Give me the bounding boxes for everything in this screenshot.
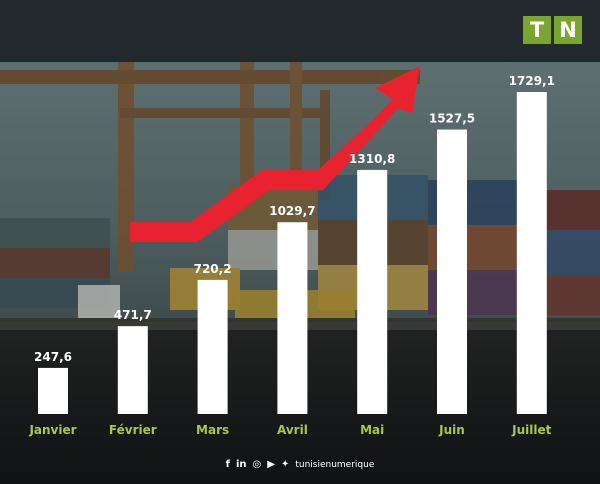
value-label: 1029,7 — [269, 204, 315, 218]
category-label: Mai — [360, 423, 384, 437]
social-footer: f in ◎ ▶ ✦ tunisienumerique — [0, 459, 600, 470]
instagram-icon[interactable]: ◎ — [252, 459, 262, 470]
logo-letter-n: N — [554, 16, 582, 44]
crane-silhouette — [0, 62, 420, 272]
social-handle[interactable]: tunisienumerique — [295, 459, 375, 470]
bar-juillet — [516, 92, 547, 414]
bar-février — [117, 326, 148, 414]
logo-letter-t: T — [523, 16, 551, 44]
category-label: Mars — [196, 423, 229, 437]
value-label: 1310,8 — [349, 152, 395, 166]
category-label: Juillet — [511, 423, 551, 437]
value-label: 1527,5 — [429, 112, 475, 126]
linkedin-icon[interactable]: in — [235, 459, 247, 470]
value-label: 720,2 — [194, 262, 232, 276]
bar-mai — [357, 169, 388, 414]
category-label: Janvier — [28, 423, 76, 437]
bar-avril — [277, 222, 308, 414]
twitter-icon[interactable]: ✦ — [280, 459, 290, 470]
bar-juin — [437, 129, 467, 414]
trend-arrow — [130, 66, 420, 242]
facebook-icon[interactable]: f — [225, 459, 230, 470]
bar-mars — [197, 279, 228, 414]
value-label: 1729,1 — [509, 74, 555, 88]
youtube-icon[interactable]: ▶ — [267, 459, 275, 470]
category-label: Juin — [438, 423, 465, 437]
value-label: 247,6 — [34, 350, 72, 364]
tn-logo: T N — [523, 16, 582, 44]
value-label: 471,7 — [114, 308, 152, 322]
category-label: Février — [109, 423, 157, 437]
category-label: Avril — [277, 423, 308, 437]
bar-janvier — [38, 367, 68, 414]
